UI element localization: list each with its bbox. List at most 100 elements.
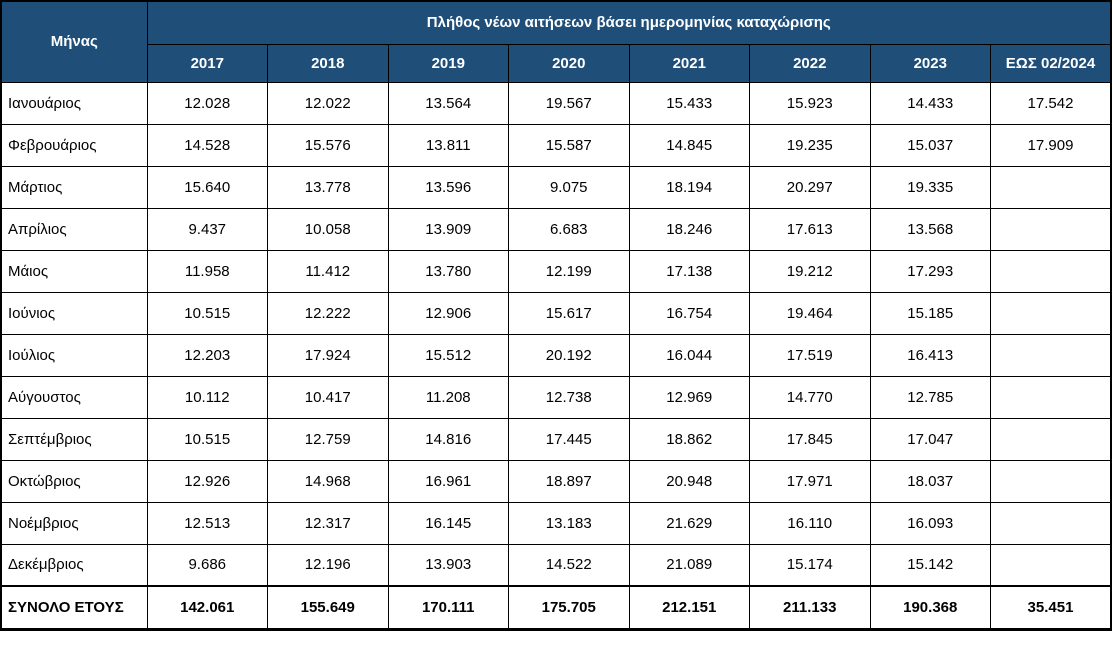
value-cell: 6.683 (508, 207, 630, 251)
value-cell: 15.142 (869, 543, 991, 587)
value-cell (990, 291, 1112, 335)
table-header: Μήνας Πλήθος νέων αιτήσεων βάσει ημερομη… (0, 0, 1112, 83)
total-value-cell: 212.151 (628, 585, 750, 631)
value-cell: 14.528 (146, 123, 268, 167)
value-cell: 15.640 (146, 165, 268, 209)
value-cell: 14.433 (869, 81, 991, 125)
value-cell: 16.110 (749, 501, 871, 545)
value-cell: 17.047 (869, 417, 991, 461)
value-cell: 18.246 (628, 207, 750, 251)
value-cell: 13.903 (387, 543, 509, 587)
total-value-cell: 211.133 (749, 585, 871, 631)
value-cell: 12.203 (146, 333, 268, 377)
value-cell: 9.075 (508, 165, 630, 209)
table-row: Ιούνιος 10.515 12.222 12.906 15.617 16.754 19.… (0, 291, 1112, 335)
value-cell: 12.222 (267, 291, 389, 335)
value-cell: 12.738 (508, 375, 630, 419)
value-cell (990, 543, 1112, 587)
value-cell: 11.208 (387, 375, 509, 419)
value-cell: 15.576 (267, 123, 389, 167)
value-cell: 10.058 (267, 207, 389, 251)
table-row: Αύγουστος 10.112 10.417 11.208 12.738 12.969 1… (0, 375, 1112, 419)
value-cell: 18.862 (628, 417, 750, 461)
value-cell: 17.971 (749, 459, 871, 503)
table-row: Μάιος 11.958 11.412 13.780 12.199 17.138 19.21… (0, 249, 1112, 293)
value-cell: 15.174 (749, 543, 871, 587)
value-cell: 17.519 (749, 333, 871, 377)
value-cell: 13.909 (387, 207, 509, 251)
table-row: Οκτώβριος 12.926 14.968 16.961 18.897 20.948 1… (0, 459, 1112, 503)
value-cell: 17.542 (990, 81, 1112, 125)
value-cell: 13.564 (387, 81, 509, 125)
month-cell: Σεπτέμβριος (0, 417, 148, 461)
value-cell: 19.567 (508, 81, 630, 125)
value-cell (990, 501, 1112, 545)
table-title: Πλήθος νέων αιτήσεων βάσει ημερομηνίας κ… (146, 0, 1112, 45)
value-cell: 14.770 (749, 375, 871, 419)
value-cell: 12.317 (267, 501, 389, 545)
value-cell: 18.037 (869, 459, 991, 503)
applications-table: Μήνας Πλήθος νέων αιτήσεων βάσει ημερομη… (0, 0, 1112, 631)
table-row: Νοέμβριος 12.513 12.317 16.145 13.183 21.629 1… (0, 501, 1112, 545)
value-cell: 17.909 (990, 123, 1112, 167)
value-cell: 12.969 (628, 375, 750, 419)
month-cell: Ιούλιος (0, 333, 148, 377)
value-cell: 14.522 (508, 543, 630, 587)
value-cell (990, 459, 1112, 503)
value-cell: 15.037 (869, 123, 991, 167)
value-cell (990, 417, 1112, 461)
value-cell: 16.044 (628, 333, 750, 377)
value-cell: 20.948 (628, 459, 750, 503)
month-cell: Ιούνιος (0, 291, 148, 335)
value-cell: 20.192 (508, 333, 630, 377)
value-cell (990, 249, 1112, 293)
year-header-2: 2019 (387, 43, 509, 83)
value-cell: 12.926 (146, 459, 268, 503)
year-header-6: 2023 (869, 43, 991, 83)
value-cell: 12.785 (869, 375, 991, 419)
value-cell (990, 333, 1112, 377)
value-cell: 10.515 (146, 417, 268, 461)
value-cell (990, 207, 1112, 251)
value-cell: 17.138 (628, 249, 750, 293)
year-header-5: 2022 (749, 43, 871, 83)
total-value-cell: 175.705 (508, 585, 630, 631)
total-value-cell: 170.111 (387, 585, 509, 631)
year-header-0: 2017 (146, 43, 268, 83)
table-row: Ιανουάριος 12.028 12.022 13.564 19.567 15.433… (0, 81, 1112, 125)
value-cell: 9.686 (146, 543, 268, 587)
value-cell: 19.335 (869, 165, 991, 209)
value-cell: 13.811 (387, 123, 509, 167)
value-cell: 19.212 (749, 249, 871, 293)
table-row: Δεκέμβριος 9.686 12.196 13.903 14.522 21.089 1… (0, 543, 1112, 587)
value-cell: 12.028 (146, 81, 268, 125)
value-cell: 16.754 (628, 291, 750, 335)
year-header-1: 2018 (267, 43, 389, 83)
value-cell: 17.613 (749, 207, 871, 251)
value-cell: 21.629 (628, 501, 750, 545)
value-cell: 17.445 (508, 417, 630, 461)
month-cell: Φεβρουάριος (0, 123, 148, 167)
value-cell: 16.145 (387, 501, 509, 545)
table-row: Σεπτέμβριος 10.515 12.759 14.816 17.445 18.86… (0, 417, 1112, 461)
total-value-cell: 155.649 (267, 585, 389, 631)
table-body: Ιανουάριος 12.028 12.022 13.564 19.567 15.433… (0, 81, 1112, 631)
month-cell: Ιανουάριος (0, 81, 148, 125)
value-cell: 12.022 (267, 81, 389, 125)
group-header-row: Μήνας Πλήθος νέων αιτήσεων βάσει ημερομη… (0, 0, 1112, 83)
value-cell: 9.437 (146, 207, 268, 251)
value-cell: 15.433 (628, 81, 750, 125)
year-header-3: 2020 (508, 43, 630, 83)
year-header-row: 2017 2018 2019 2020 2021 2022 2023 ΕΩΣ 02/2024 (1, 43, 1112, 83)
value-cell (990, 165, 1112, 209)
value-cell: 15.512 (387, 333, 509, 377)
value-cell: 13.568 (869, 207, 991, 251)
value-cell: 15.587 (508, 123, 630, 167)
value-cell: 19.464 (749, 291, 871, 335)
month-cell: Μάιος (0, 249, 148, 293)
value-cell: 13.596 (387, 165, 509, 209)
value-cell: 19.235 (749, 123, 871, 167)
value-cell: 18.897 (508, 459, 630, 503)
year-header-4: 2021 (628, 43, 750, 83)
